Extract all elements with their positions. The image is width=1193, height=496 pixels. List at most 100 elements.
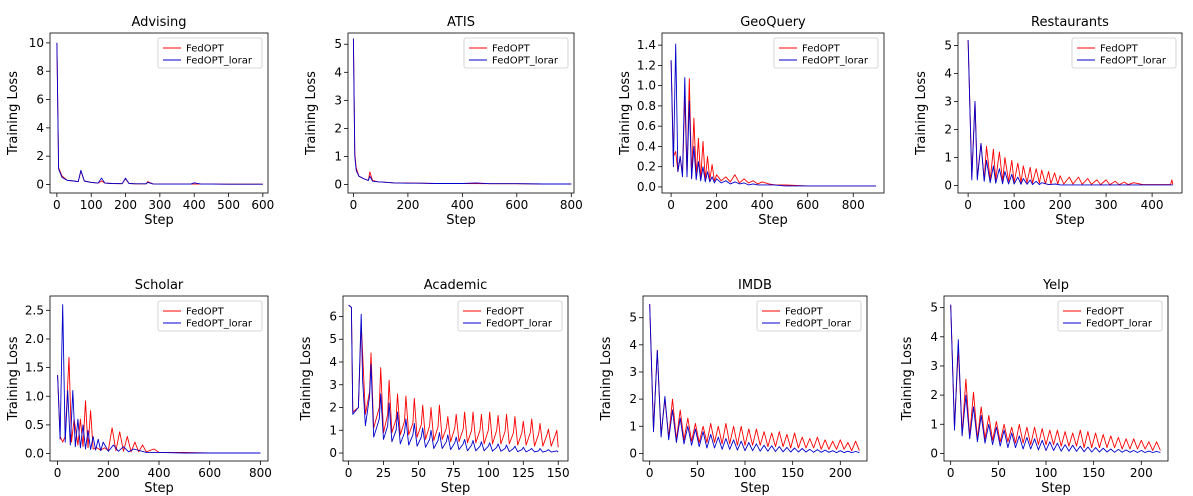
y-tick-label: 0.2 (637, 160, 656, 174)
y-tick-label: 3 (334, 93, 342, 107)
x-tick-label: 100 (80, 198, 103, 212)
y-tick-label: 2 (329, 401, 337, 415)
legend-box (1071, 37, 1177, 69)
series-line-fedopt (967, 39, 1174, 186)
chart-title: IMDB (738, 278, 772, 293)
y-axis-label: Training Loss (304, 71, 319, 156)
y-tick-label: 0.5 (25, 418, 44, 432)
y-tick-label: 1 (334, 150, 342, 164)
x-tick-label: 600 (796, 198, 819, 212)
legend-label: FedOPT_lorar (1100, 56, 1167, 67)
x-tick-label: 300 (148, 198, 171, 212)
x-tick-label: 500 (217, 198, 240, 212)
legend-label: FedOPT_lorar (492, 56, 559, 67)
series-line-fedopt (670, 60, 876, 187)
y-tick-label: 8 (36, 64, 44, 78)
x-tick-label: 600 (505, 198, 528, 212)
subplot-academic: 0 25 50 75 100 125 150 0 1 2 3 4 5 6 Academic Step Train… (299, 278, 570, 496)
x-tick-label: 100 (1035, 466, 1058, 480)
y-tick-label: 2.0 (25, 332, 44, 346)
y-tick-label: 1 (329, 423, 337, 437)
x-axis-label: Step (1041, 481, 1071, 496)
y-tick-label: 0 (334, 178, 342, 192)
x-axis-label: Step (740, 481, 770, 496)
legend-label: FedOPT_lorar (486, 319, 553, 330)
legend-label: FedOPT (186, 307, 225, 318)
series-line-fedopt (348, 304, 559, 448)
y-axis-label: Training Loss (618, 71, 633, 156)
y-tick-label: 0.6 (637, 119, 656, 133)
series-line-fedopt (649, 304, 860, 452)
x-tick-label: 400 (1141, 198, 1164, 212)
y-tick-label: 5 (930, 301, 938, 315)
y-tick-label: 1.5 (25, 361, 44, 375)
y-tick-label: 5 (629, 311, 637, 325)
series-line-fedopt (57, 356, 261, 454)
y-tick-label: 0.4 (637, 139, 656, 153)
y-tick-label: 2 (930, 388, 938, 402)
y-tick-label: 6 (329, 309, 337, 323)
chart-title: Scholar (135, 278, 184, 293)
series-line-fedopt (950, 304, 1161, 451)
series-line-fedopt-lorar (56, 42, 263, 185)
x-tick-label: 600 (198, 466, 221, 480)
x-tick-label: 50 (411, 466, 426, 480)
series-line-fedopt-lorar (348, 304, 559, 453)
y-tick-label: 1.2 (637, 58, 656, 72)
subplot-restaurants: 0 100 200 300 400 0 1 2 3 4 5 Restaurants Step Traini… (914, 15, 1183, 228)
legend-label: FedOPT (802, 44, 841, 55)
x-tick-label: 200 (705, 198, 728, 212)
x-tick-label: 200 (396, 198, 419, 212)
x-tick-label: 300 (1095, 198, 1118, 212)
x-tick-label: 25 (376, 466, 391, 480)
legend-box (463, 37, 569, 69)
x-tick-label: 100 (477, 466, 500, 480)
x-tick-label: 200 (114, 198, 137, 212)
y-tick-label: 4 (36, 121, 44, 135)
legend-label: FedOPT_lorar (785, 319, 852, 330)
legend-label: FedOPT_lorar (186, 56, 253, 67)
y-tick-label: 0 (944, 178, 952, 192)
y-tick-label: 4 (944, 67, 952, 81)
x-tick-label: 600 (251, 198, 274, 212)
y-tick-label: 5 (329, 332, 337, 346)
legend-box (756, 300, 862, 332)
legend-box (457, 300, 563, 332)
y-axis-label: Training Loss (299, 336, 314, 421)
y-tick-label: 6 (36, 93, 44, 107)
y-tick-label: 5 (334, 37, 342, 51)
y-axis-label: Training Loss (6, 71, 21, 156)
x-tick-label: 400 (751, 198, 774, 212)
legend-box (157, 37, 263, 69)
x-tick-label: 75 (446, 466, 461, 480)
x-tick-label: 100 (1003, 198, 1026, 212)
legend-label: FedOPT (186, 44, 225, 55)
chart-title: Academic (424, 278, 487, 293)
y-tick-label: 3 (944, 95, 952, 109)
y-axis-label: Training Loss (900, 336, 915, 421)
x-tick-label: 150 (1082, 466, 1105, 480)
legend-box (1057, 300, 1163, 332)
chart-title: Restaurants (1031, 15, 1109, 30)
x-tick-label: 200 (829, 466, 852, 480)
subplot-yelp: 0 50 100 150 200 0 1 2 3 4 5 Yelp Step Training Loss F… (900, 278, 1169, 496)
x-tick-label: 0 (667, 198, 675, 212)
x-tick-label: 0 (947, 466, 955, 480)
y-tick-label: 1.0 (637, 79, 656, 93)
y-tick-label: 2.5 (25, 303, 44, 317)
y-axis-label: Training Loss (6, 336, 21, 421)
series-line-fedopt-lorar (950, 304, 1161, 453)
x-tick-label: 0 (345, 466, 353, 480)
legend-label: FedOPT_lorar (186, 319, 253, 330)
legend-box (157, 300, 263, 332)
y-tick-label: 3 (629, 365, 637, 379)
x-axis-label: Step (144, 213, 174, 228)
x-tick-label: 800 (560, 198, 583, 212)
y-tick-label: 2 (334, 121, 342, 135)
legend-label: FedOPT (492, 44, 531, 55)
legend-label: FedOPT (785, 307, 824, 318)
series-line-fedopt-lorar (352, 38, 572, 185)
